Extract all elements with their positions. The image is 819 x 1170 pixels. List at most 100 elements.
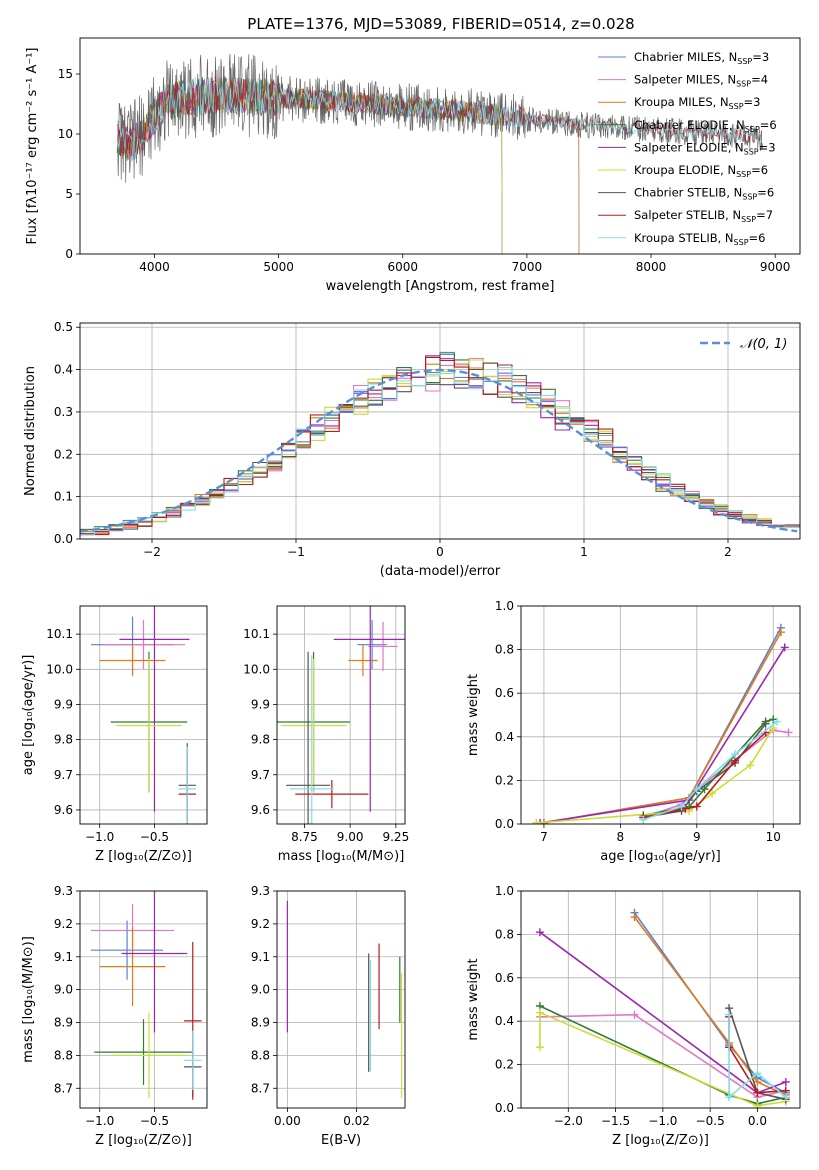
- y-tick-label: 10.1: [46, 627, 73, 641]
- y-axis-label: mass [log₁₀(M/M⊙)]: [21, 936, 36, 1063]
- legend-entry: Chabrier MILES, NSSP=3: [634, 50, 769, 66]
- series-line: [536, 727, 774, 824]
- mass-weight-vs-z-grid: [521, 890, 800, 1109]
- x-tick-label: 7000: [512, 260, 543, 274]
- x-tick-label: −0.5: [696, 1114, 725, 1128]
- x-tick-label: −1.0: [85, 830, 114, 844]
- x-tick-label: 7: [540, 830, 548, 844]
- x-tick-label: 0: [436, 545, 444, 559]
- series-line: [543, 631, 782, 824]
- x-tick-label: −0.5: [140, 1114, 169, 1128]
- series-line: [543, 627, 782, 824]
- y-tick-label: 0.8: [495, 927, 514, 941]
- x-tick-label: 9.25: [382, 830, 409, 844]
- y-tick-label: 5: [65, 187, 73, 201]
- series-point-marker: [725, 1010, 734, 1019]
- y-tick-label: 0.4: [495, 730, 514, 744]
- age-vs-mass-marks: [277, 606, 405, 824]
- y-tick-label: 0.6: [495, 686, 514, 700]
- legend-entry: Chabrier ELODIE, NSSP=6: [634, 118, 777, 134]
- x-tick-label: 5000: [263, 260, 294, 274]
- y-tick-label: 9.2: [251, 917, 270, 931]
- series-line: [633, 916, 787, 1096]
- series-point-marker: [784, 728, 793, 737]
- series-point-marker: [773, 717, 782, 726]
- y-tick-label: 8.8: [54, 1048, 73, 1062]
- series-point-marker: [535, 1008, 544, 1017]
- age-vs-z-panel: −1.0 −0.5 9.6 9.7 9.8 9.9 10.0 10.1 Z [log₁₀(Z/Z…: [21, 605, 208, 864]
- y-tick-label: 1.0: [495, 884, 514, 898]
- y-tick-label: 15: [58, 67, 73, 81]
- mass-weight-vs-age-frame: [520, 605, 801, 825]
- histogram-step-6: [80, 362, 800, 535]
- age-vs-z-frame: [79, 605, 208, 825]
- y-tick-label: 0.0: [495, 1101, 514, 1115]
- histogram-step-7: [80, 356, 800, 536]
- series-point-marker: [761, 719, 770, 728]
- y-tick-label: 9.9: [54, 697, 73, 711]
- mass-weight-vs-age-panel: 7 8 9 10 0.0 0.2 0.4 0.6 0.8 1.0 age [log₁₀(age/yr…: [466, 599, 801, 864]
- series-point-marker: [630, 913, 639, 922]
- y-tick-label: 0.6: [495, 971, 514, 985]
- y-tick-label: 9.8: [251, 733, 270, 747]
- mass-weight-vs-z-frame: [520, 890, 801, 1109]
- series-line: [728, 1014, 787, 1099]
- y-axis-label: mass weight: [466, 674, 481, 756]
- y-tick-label: 8.9: [54, 1016, 73, 1030]
- x-axis-label: (data-model)/error: [380, 564, 501, 579]
- spectrum-legend: Chabrier MILES, NSSP=3 Salpeter MILES, NS…: [598, 50, 777, 247]
- x-tick-label: 0.0: [748, 1114, 767, 1128]
- y-tick-label: 0.3: [54, 405, 73, 419]
- series-point-marker: [780, 643, 789, 652]
- y-tick-label: 1.0: [495, 599, 514, 613]
- figure-title: PLATE=1376, MJD=53089, FIBERID=0514, z=0…: [247, 15, 634, 33]
- series-line: [643, 720, 778, 821]
- x-tick-label: 8.75: [291, 830, 318, 844]
- y-tick-label: 0.8: [495, 643, 514, 657]
- x-axis-label: wavelength [Angstrom, rest frame]: [326, 279, 555, 294]
- y-tick-label: 8.7: [251, 1081, 270, 1095]
- mass-vs-ebv-grid: [277, 890, 405, 1108]
- x-tick-label: −0.5: [140, 830, 169, 844]
- y-tick-label: 10.0: [46, 662, 73, 676]
- y-tick-label: 10.1: [243, 627, 270, 641]
- x-axis-label: Z [log₁₀(Z/Z⊙)]: [612, 1133, 709, 1148]
- age-vs-mass-frame: [276, 605, 406, 825]
- series-point-marker: [753, 1101, 762, 1108]
- y-tick-label: 9.6: [251, 803, 270, 817]
- spectrum-series-line: [116, 53, 764, 183]
- y-tick-label: 9.1: [251, 950, 270, 964]
- series-point-marker: [753, 1077, 762, 1086]
- y-tick-label: 9.6: [54, 803, 73, 817]
- y-tick-label: 9.3: [251, 884, 270, 898]
- y-tick-label: 9.0: [251, 983, 270, 997]
- x-tick-label: 0.00: [274, 1114, 301, 1128]
- spectrum-frame: [79, 37, 801, 255]
- x-tick-label: 9000: [760, 260, 791, 274]
- y-tick-label: 0.1: [54, 490, 73, 504]
- series-point-marker: [692, 785, 701, 794]
- x-axis-label: Z [log₁₀(Z/Z⊙)]: [95, 849, 192, 864]
- x-tick-label: −1.0: [85, 1114, 114, 1128]
- x-axis-label: age [log₁₀(age/yr)]: [600, 849, 721, 864]
- mass-vs-z-marks: [90, 891, 202, 1100]
- mass-vs-ebv-marks: [286, 900, 403, 1099]
- residuals-marks: [80, 351, 800, 536]
- y-tick-label: 8.9: [251, 1016, 270, 1030]
- y-tick-label: 0.2: [54, 447, 73, 461]
- spectrum-panel: 4000 5000 6000 7000 8000 9000 0 5 10 15 wavelength…: [25, 37, 801, 294]
- x-tick-label: 4000: [139, 260, 170, 274]
- y-tick-label: 0.5: [54, 320, 73, 334]
- series-point-marker: [677, 802, 686, 811]
- x-tick-label: 0.02: [343, 1114, 370, 1128]
- residuals-panel: −2 −1 0 1 2 0.0 0.1 0.2 0.3 0.4 0.5 (data-model)/er…: [23, 320, 801, 579]
- residuals-frame: [79, 322, 801, 540]
- age-vs-z-marks: [90, 606, 197, 824]
- legend-entry: Salpeter ELODIE, NSSP=3: [634, 140, 776, 156]
- y-tick-label: 9.3: [54, 884, 73, 898]
- y-tick-label: 0.4: [495, 1014, 514, 1028]
- y-tick-label: 9.7: [251, 768, 270, 782]
- x-tick-label: −1: [287, 545, 305, 559]
- series-point-marker: [535, 1043, 544, 1052]
